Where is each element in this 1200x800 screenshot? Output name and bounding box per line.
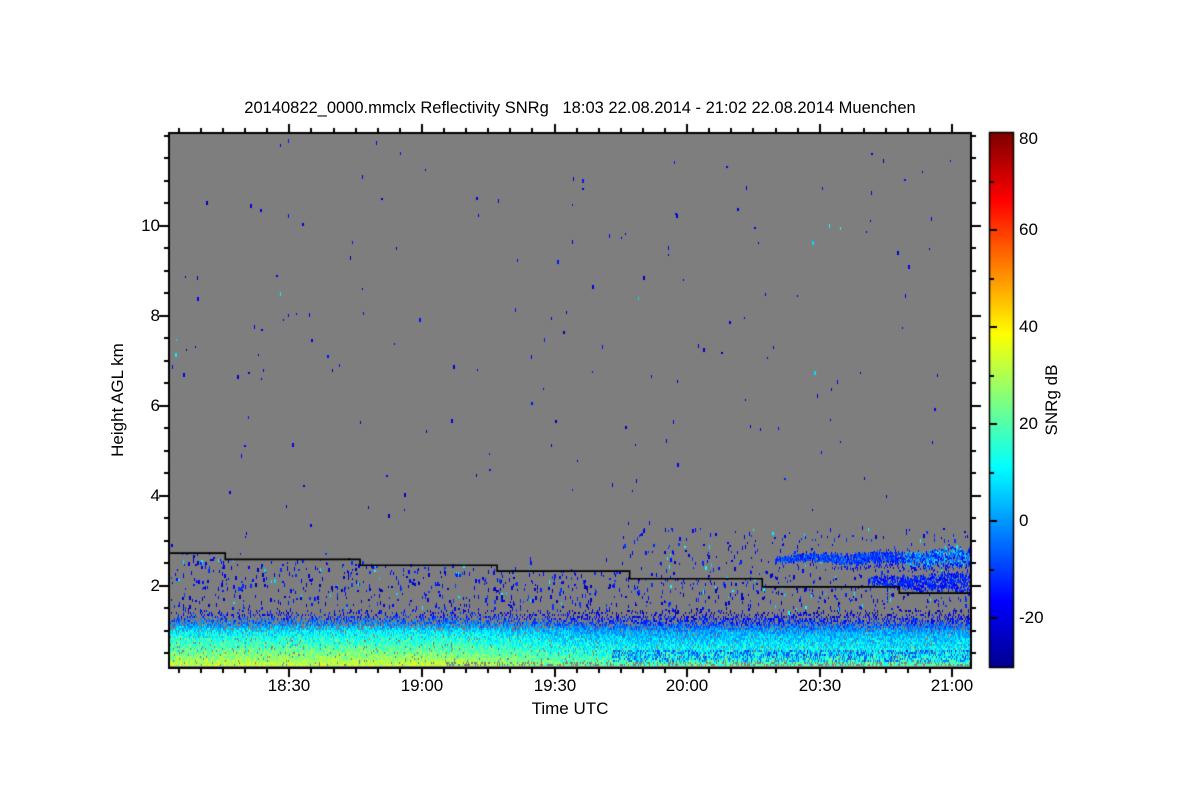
plot-title: 20140822_0000.mmclx Reflectivity SNRg 18… (244, 99, 916, 117)
y-tick-label: 6 (150, 396, 160, 415)
x-tick-label: 19:00 (400, 676, 444, 695)
x-tick-label: 19:30 (533, 676, 577, 695)
colorbar-tick-label: 0 (1019, 511, 1029, 530)
y-tick-label: 2 (150, 576, 160, 595)
y-tick-label: 10 (141, 216, 160, 235)
colorbar-tick-label: 40 (1019, 317, 1038, 336)
colorbar-tick-label: -20 (1019, 608, 1044, 627)
x-axis-label: Time UTC (531, 699, 609, 718)
colorbar-tick-label: 20 (1019, 414, 1038, 433)
colorbar-tick-label: 80 (1019, 129, 1038, 148)
y-tick-label: 8 (150, 306, 160, 325)
x-tick-label: 21:00 (930, 676, 974, 695)
x-tick-label: 20:00 (665, 676, 709, 695)
x-tick-label: 20:30 (798, 676, 842, 695)
y-tick-label: 4 (150, 486, 160, 505)
colorbar-tick-label: 60 (1019, 220, 1038, 239)
x-tick-label: 18:30 (267, 676, 311, 695)
